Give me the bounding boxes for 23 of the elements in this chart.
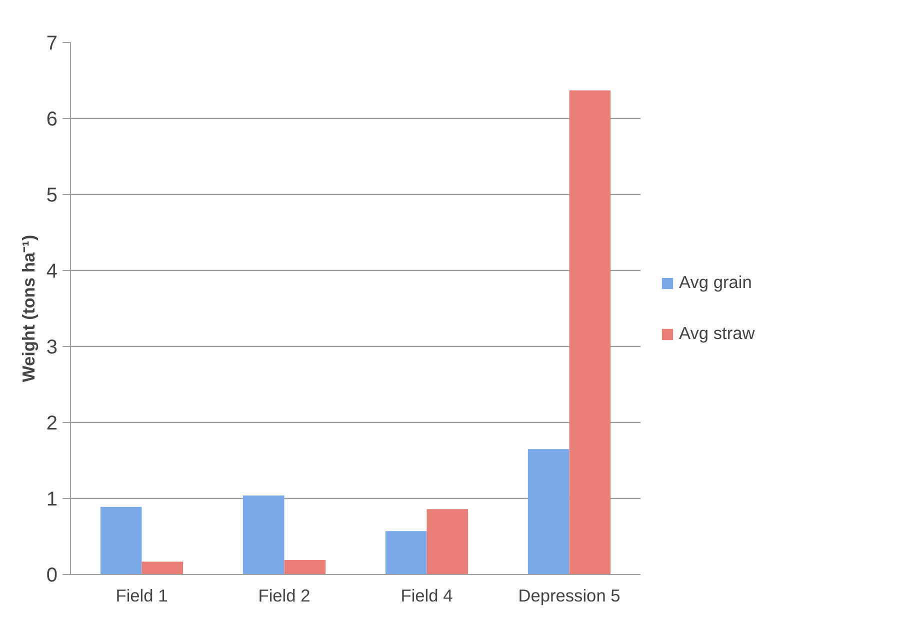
y-tick-label: 2 <box>46 412 58 434</box>
legend-label: Avg straw <box>679 323 755 344</box>
legend-label: Avg grain <box>679 272 752 293</box>
bar <box>242 495 284 574</box>
bar <box>426 509 468 574</box>
bar <box>100 506 142 574</box>
y-tick-label: 7 <box>46 32 58 54</box>
x-tick-label: Field 1 <box>116 586 168 606</box>
x-tick-label: Depression 5 <box>518 586 620 606</box>
y-tick-label: 4 <box>46 260 58 282</box>
bar <box>142 562 184 574</box>
y-tick-label: 6 <box>46 108 58 130</box>
bar <box>528 449 570 574</box>
bar <box>284 560 326 574</box>
y-tick-label: 0 <box>46 564 58 586</box>
bar <box>569 90 611 574</box>
y-axis-title: Weight (tons ha⁻¹) <box>18 234 38 382</box>
y-tick-label: 5 <box>46 184 58 206</box>
bar <box>385 531 427 574</box>
x-tick-label: Field 2 <box>258 586 310 606</box>
x-tick-label: Field 4 <box>400 586 454 606</box>
y-tick-label: 1 <box>46 488 58 510</box>
y-tick-label: 3 <box>46 336 58 358</box>
